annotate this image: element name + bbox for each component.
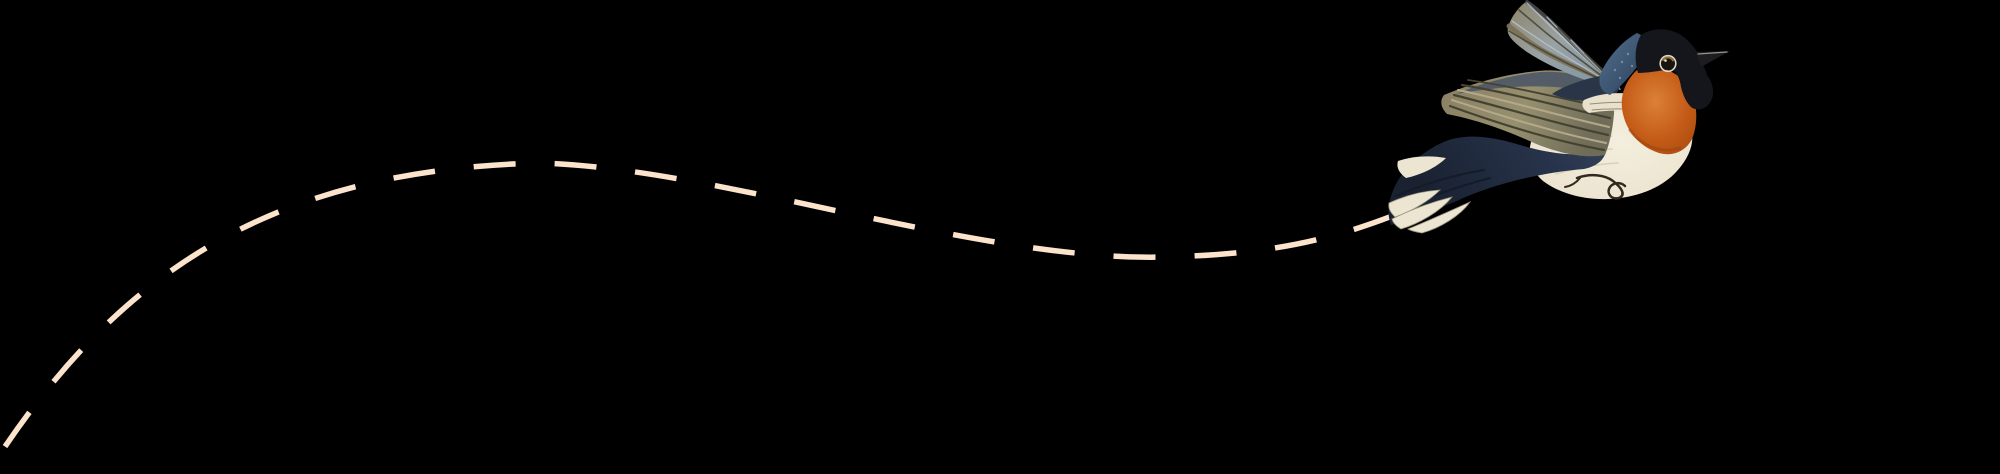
back-wing-stripe	[1457, 89, 1610, 128]
eye-iris	[1662, 56, 1674, 62]
nape-speckle	[1626, 52, 1630, 56]
foot-claw-curl	[1575, 173, 1627, 200]
back-wing-stripe	[1448, 104, 1606, 152]
nape-speckle	[1618, 76, 1622, 80]
nape-shape	[1599, 33, 1647, 95]
nape-speckle	[1613, 68, 1617, 72]
eye-glint	[1664, 59, 1667, 62]
tail-white-tip-feather	[1407, 201, 1472, 234]
nape-speckle	[1620, 60, 1624, 64]
back-wing-stripe	[1452, 93, 1610, 137]
tail-white-upper-patch	[1397, 156, 1446, 178]
bird-eye	[1659, 54, 1677, 73]
tail-white-tip-feather	[1388, 189, 1442, 218]
tail-feather-line	[1395, 169, 1485, 197]
eye-ring	[1659, 54, 1677, 73]
bird-nape	[1599, 33, 1647, 95]
tail-white-tip-feather	[1391, 196, 1454, 230]
foot-toe	[1564, 177, 1581, 188]
back-wing-stripe	[1460, 83, 1612, 120]
beak-ridge-highlight	[1697, 51, 1728, 55]
chest-shadow-arc	[1628, 128, 1682, 152]
bird-head-cap	[1635, 29, 1714, 110]
bird-beak	[1696, 51, 1730, 67]
bird-tail	[1388, 136, 1606, 234]
beak-shape	[1696, 51, 1730, 67]
bird-foot	[1564, 173, 1627, 200]
back-wing-blue-band	[1456, 71, 1612, 96]
chest-orange-shape	[1621, 66, 1697, 155]
nape-speckle	[1630, 64, 1634, 68]
bird-chest	[1621, 66, 1697, 155]
swallow-illustration	[1388, 0, 1730, 234]
back-wing-stripe	[1451, 99, 1607, 144]
upper-wing-shape	[1507, 1, 1621, 90]
